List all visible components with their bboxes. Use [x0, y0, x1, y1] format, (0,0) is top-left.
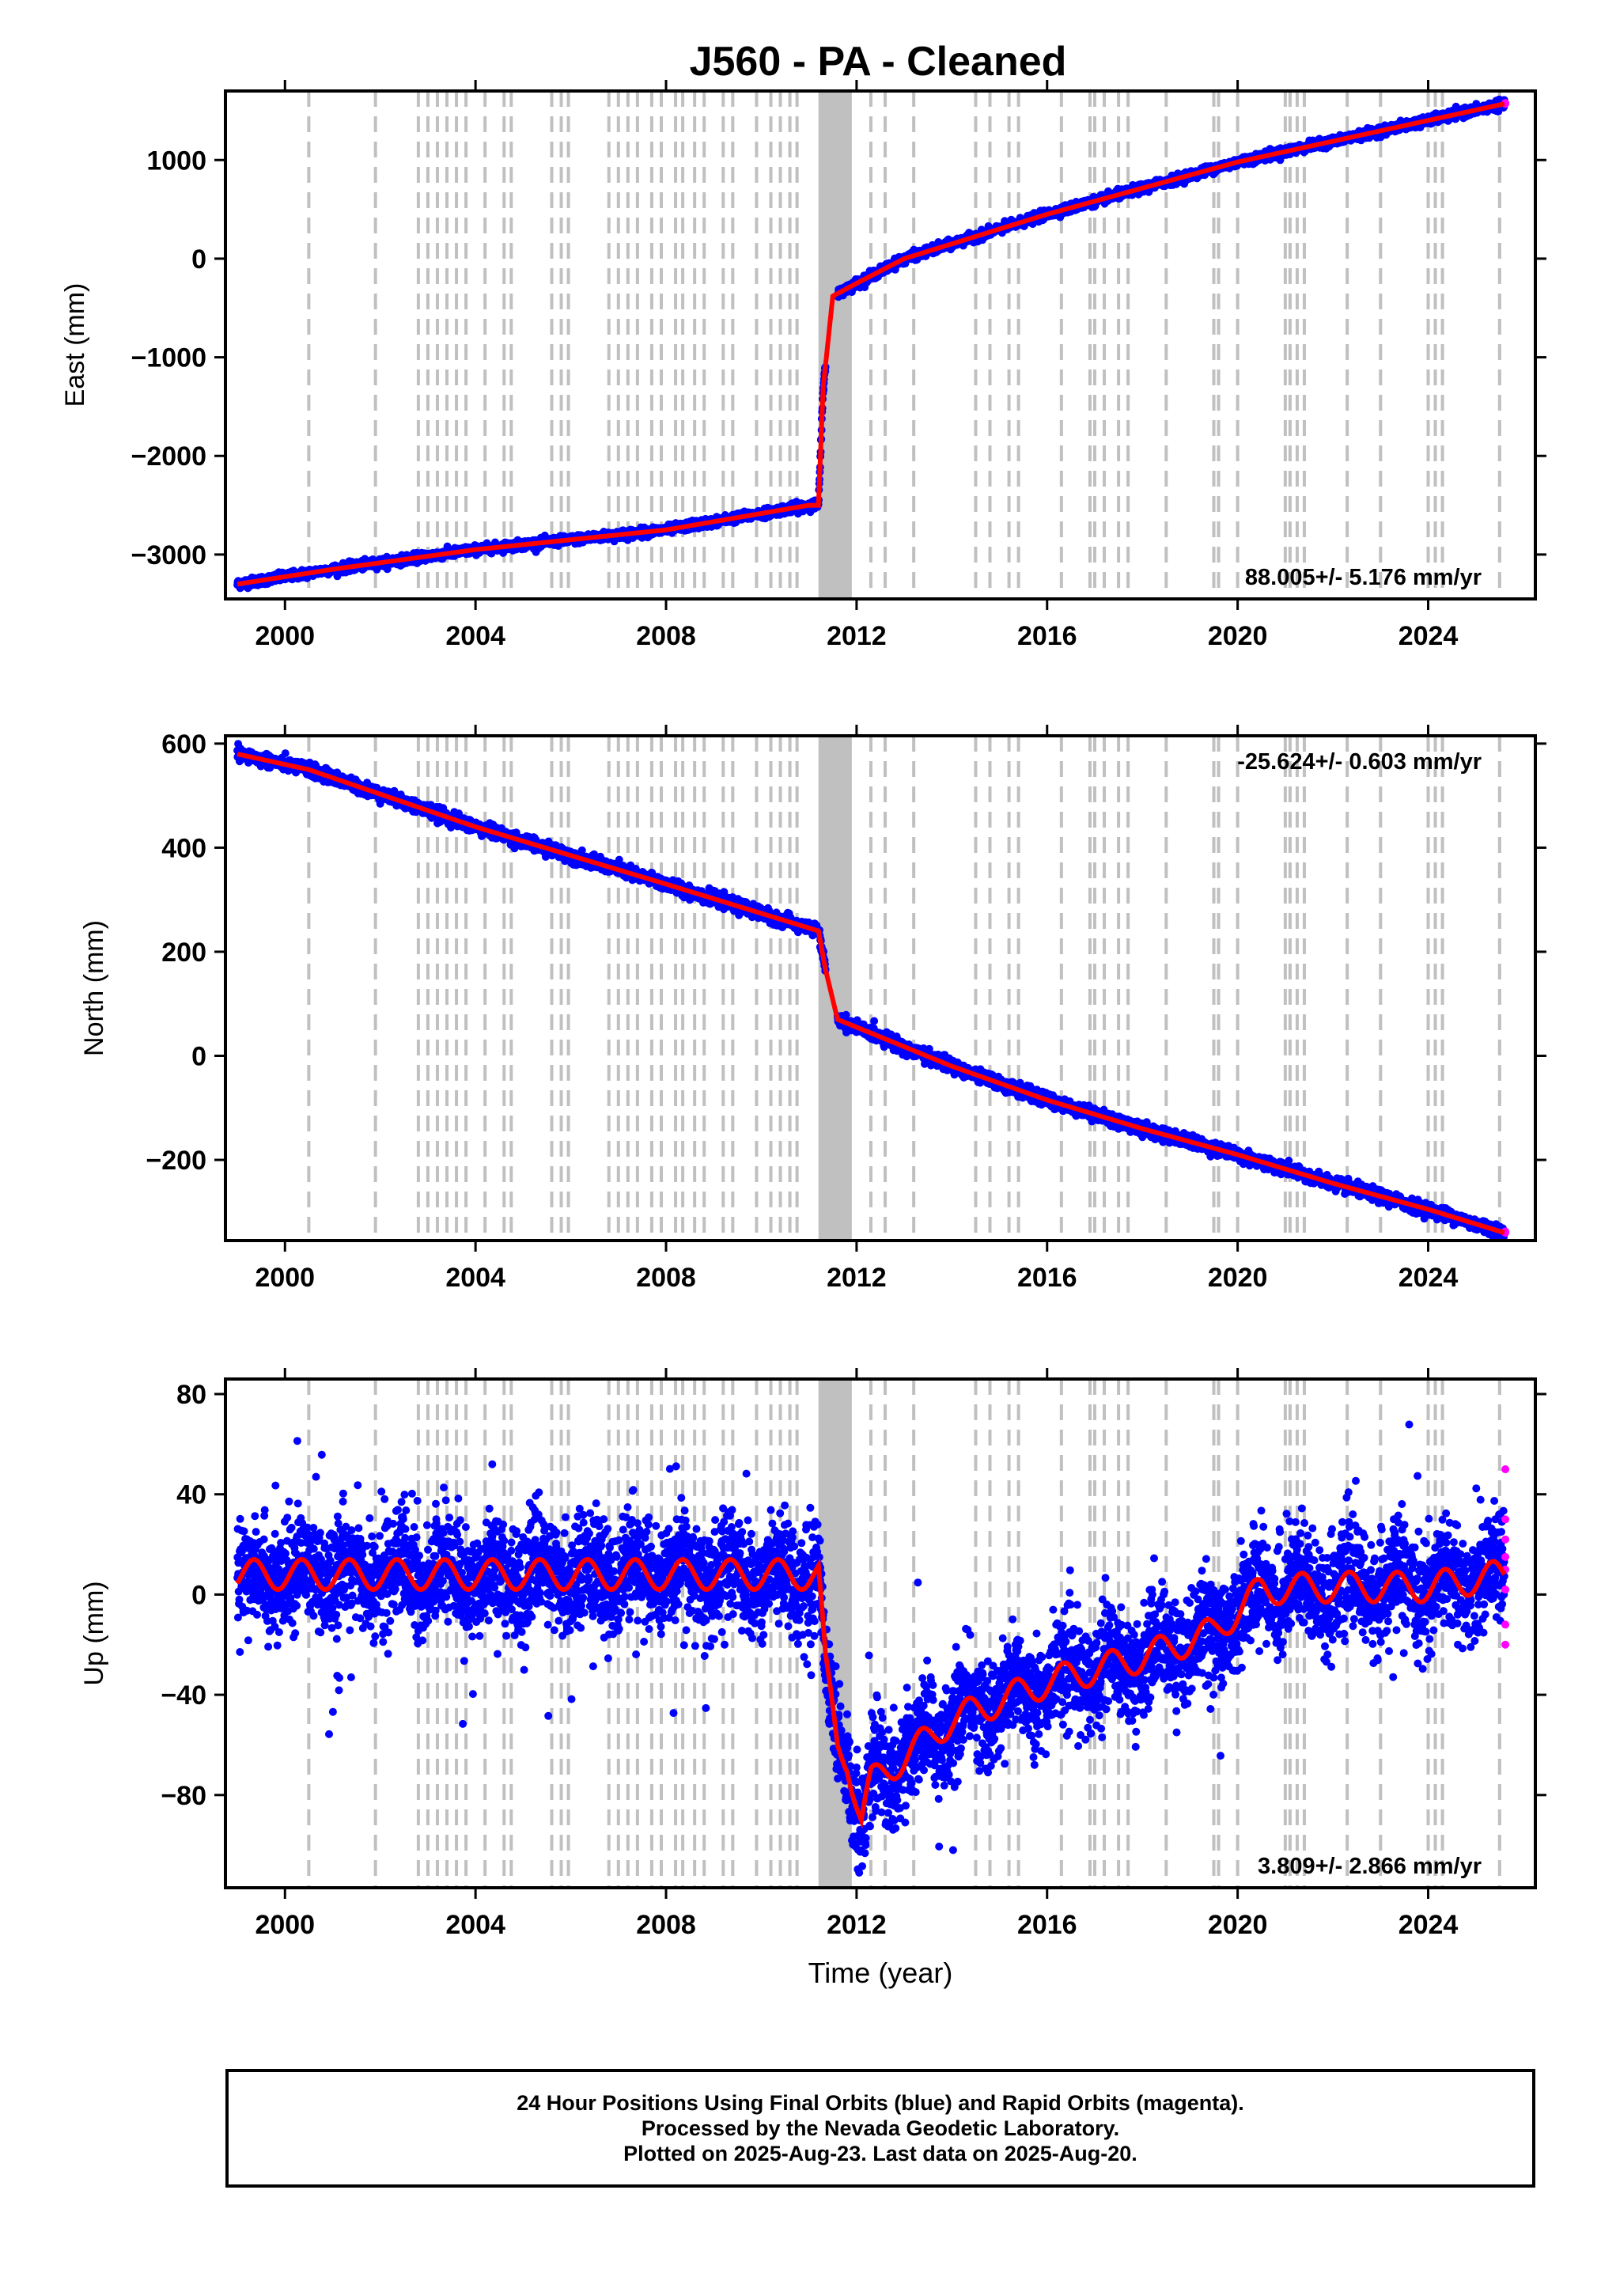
plot-frame — [224, 89, 1537, 601]
panel-1: 1000 0 −1000 −2000 −3000 2000 2004 2008 2012 2016… — [60, 80, 1546, 651]
chart-title: J560 - PA - Cleaned — [690, 39, 1067, 85]
equipment-change-block — [818, 736, 852, 1241]
y-tick-label: −3000 — [131, 540, 207, 570]
x-tick-label: 2024 — [1399, 621, 1459, 651]
data-point — [281, 749, 290, 758]
x-tick-label: 2012 — [827, 621, 887, 651]
chart-svg: J560 - PA - Cleaned 1000 0 −1000 −2000 −3000… — [60, 39, 1546, 1989]
y-axis-label: East (mm) — [60, 283, 90, 407]
y-tick-label: 1000 — [146, 146, 206, 176]
x-tick-label: 2008 — [636, 621, 696, 651]
y-tick-label: −2000 — [131, 441, 207, 472]
velocity-label: 88.005+/- 5.176 mm/yr — [1245, 565, 1482, 590]
x-tick-label: 2004 — [445, 621, 505, 651]
x-tick-label: 2000 — [255, 621, 315, 651]
x-tick-label: 2020 — [1208, 621, 1268, 651]
y-tick-label: −1000 — [131, 343, 207, 373]
equipment-change-block — [818, 91, 852, 599]
y-tick-label: 0 — [191, 244, 206, 275]
x-tick-label: 2016 — [1017, 621, 1077, 651]
